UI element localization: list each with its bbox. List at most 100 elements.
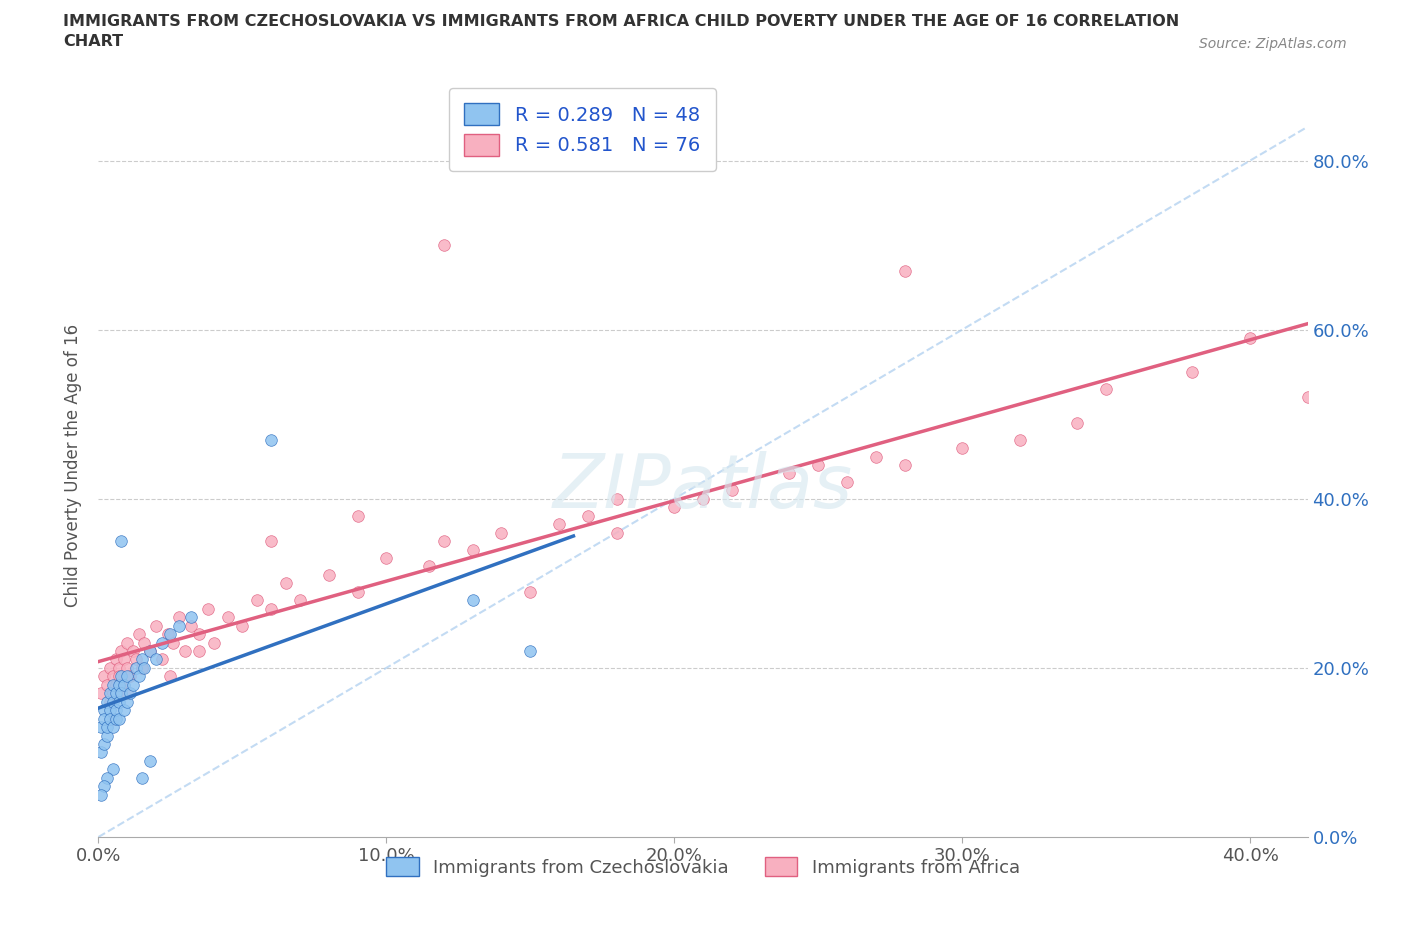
Point: [162, 635, 184, 650]
Point: [664, 499, 686, 514]
Point: [110, 534, 132, 549]
Point: [167, 618, 190, 633]
Point: [93, 669, 115, 684]
Point: [107, 711, 129, 726]
Point: [139, 644, 162, 658]
Point: [1066, 416, 1088, 431]
Point: [217, 610, 239, 625]
Point: [128, 627, 150, 642]
Point: [145, 618, 167, 633]
Point: [461, 542, 484, 557]
Point: [104, 677, 127, 692]
Point: [93, 737, 115, 751]
Point: [318, 567, 340, 582]
Point: [101, 711, 124, 726]
Point: [156, 627, 179, 642]
Point: [159, 627, 181, 642]
Point: [110, 677, 132, 692]
Point: [107, 677, 129, 692]
Point: [807, 458, 830, 472]
Point: [98, 703, 121, 718]
Point: [202, 635, 225, 650]
Point: [150, 652, 173, 667]
Point: [96, 770, 118, 785]
Y-axis label: Child Poverty Under the Age of 16: Child Poverty Under the Age of 16: [65, 324, 83, 606]
Point: [112, 652, 135, 667]
Point: [346, 584, 368, 599]
Point: [112, 677, 135, 692]
Point: [131, 770, 153, 785]
Legend: Immigrants from Czechoslovakia, Immigrants from Africa: Immigrants from Czechoslovakia, Immigran…: [378, 849, 1028, 884]
Point: [692, 491, 714, 506]
Point: [893, 263, 915, 278]
Point: [606, 491, 628, 506]
Point: [110, 644, 132, 658]
Point: [159, 669, 181, 684]
Point: [231, 618, 253, 633]
Point: [128, 669, 150, 684]
Point: [115, 685, 138, 700]
Point: [115, 695, 138, 710]
Point: [418, 559, 440, 574]
Point: [180, 610, 202, 625]
Point: [139, 753, 162, 768]
Point: [893, 458, 915, 472]
Text: Source: ZipAtlas.com: Source: ZipAtlas.com: [1199, 37, 1347, 51]
Point: [131, 652, 153, 667]
Point: [167, 610, 190, 625]
Point: [1239, 331, 1261, 346]
Point: [576, 509, 599, 524]
Point: [180, 618, 202, 633]
Point: [1354, 313, 1376, 328]
Point: [90, 788, 112, 803]
Point: [120, 685, 142, 700]
Text: CHART: CHART: [63, 34, 124, 49]
Point: [115, 669, 138, 684]
Point: [93, 711, 115, 726]
Point: [260, 534, 283, 549]
Point: [134, 635, 156, 650]
Point: [104, 711, 127, 726]
Point: [107, 669, 129, 684]
Text: IMMIGRANTS FROM CZECHOSLOVAKIA VS IMMIGRANTS FROM AFRICA CHILD POVERTY UNDER THE: IMMIGRANTS FROM CZECHOSLOVAKIA VS IMMIGR…: [63, 14, 1180, 29]
Point: [1181, 365, 1204, 379]
Point: [90, 745, 112, 760]
Point: [115, 660, 138, 675]
Point: [98, 711, 121, 726]
Point: [433, 238, 456, 253]
Point: [90, 685, 112, 700]
Point: [122, 677, 145, 692]
Point: [720, 483, 742, 498]
Point: [197, 602, 219, 617]
Point: [96, 677, 118, 692]
Point: [491, 525, 513, 540]
Point: [125, 660, 148, 675]
Point: [1008, 432, 1031, 447]
Point: [101, 677, 124, 692]
Point: [139, 644, 162, 658]
Point: [246, 592, 269, 607]
Point: [115, 635, 138, 650]
Point: [96, 728, 118, 743]
Point: [98, 660, 121, 675]
Point: [101, 669, 124, 684]
Point: [93, 703, 115, 718]
Point: [548, 517, 571, 532]
Point: [104, 652, 127, 667]
Point: [112, 703, 135, 718]
Point: [835, 474, 858, 489]
Point: [260, 432, 283, 447]
Text: ZIPatlas: ZIPatlas: [553, 451, 853, 524]
Point: [260, 602, 283, 617]
Point: [1296, 390, 1319, 405]
Point: [110, 685, 132, 700]
Point: [107, 660, 129, 675]
Point: [110, 669, 132, 684]
Point: [120, 669, 142, 684]
Point: [188, 644, 211, 658]
Point: [950, 441, 973, 456]
Point: [173, 644, 195, 658]
Point: [101, 685, 124, 700]
Point: [96, 695, 118, 710]
Point: [107, 695, 129, 710]
